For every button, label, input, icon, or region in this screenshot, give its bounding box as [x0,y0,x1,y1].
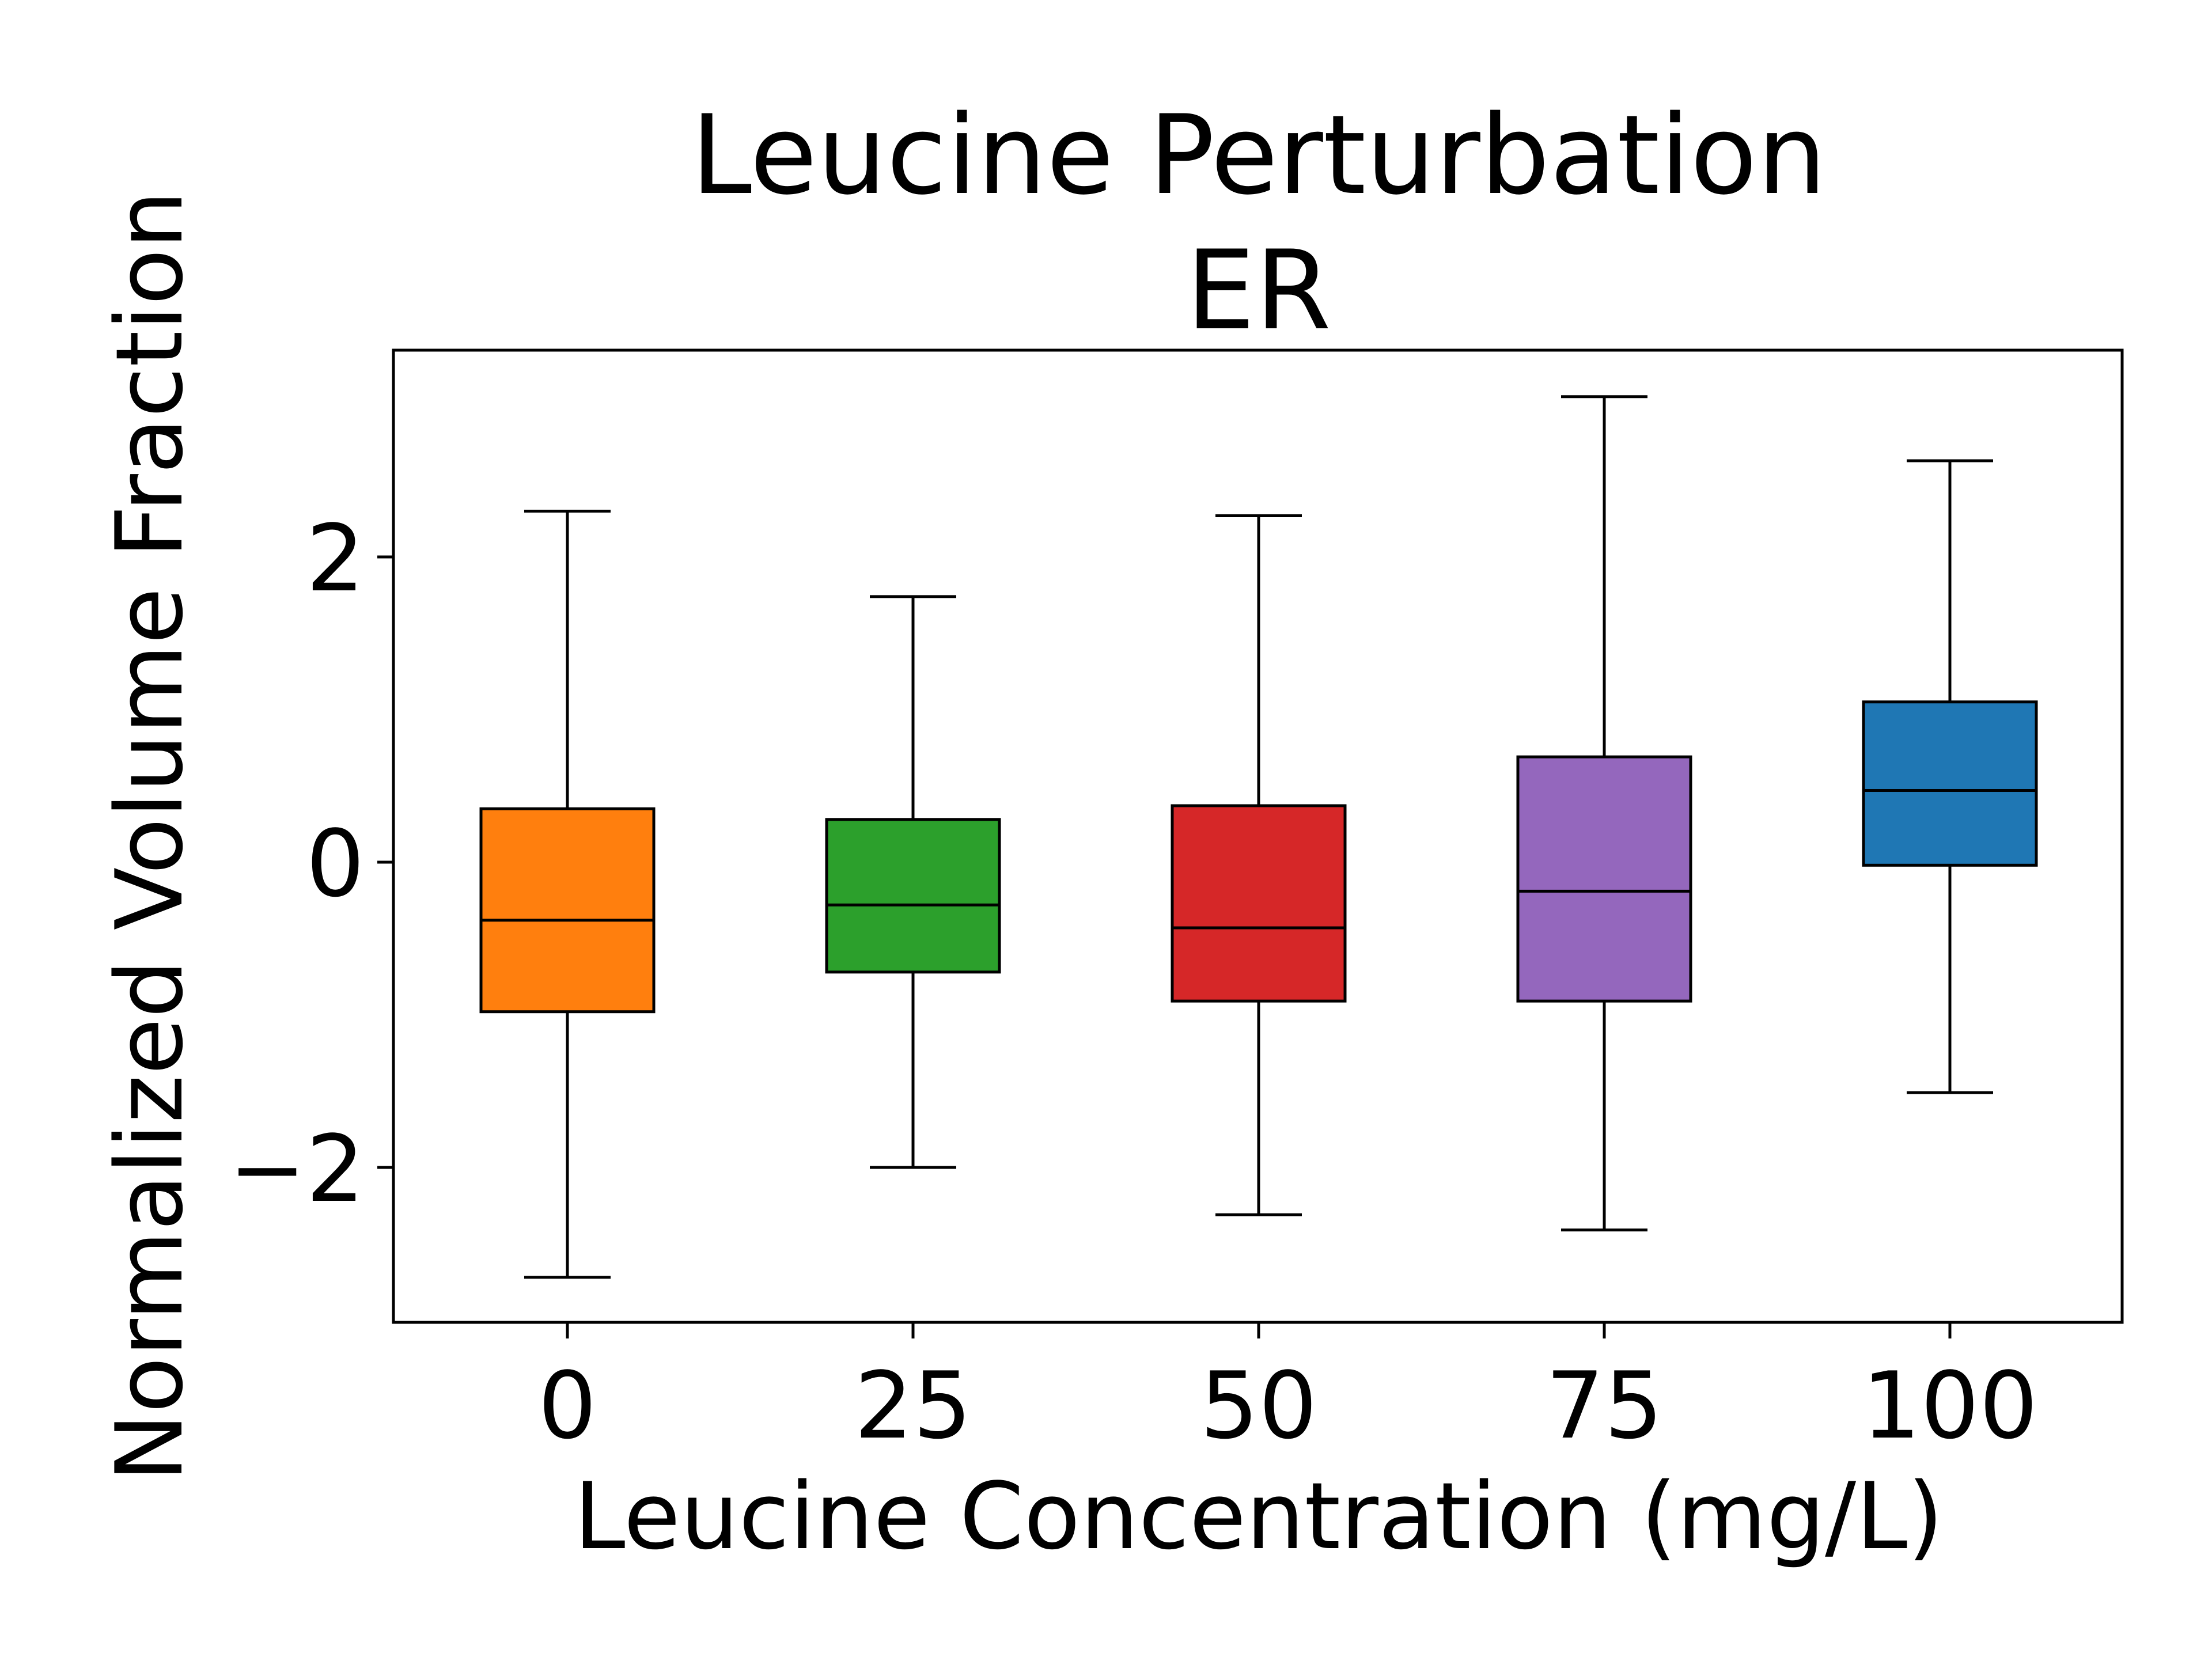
x-tick-label: 75 [1546,1352,1663,1459]
x-tick-label: 50 [1200,1352,1317,1459]
y-tick-label: 2 [306,505,365,612]
box-0 [479,807,656,1014]
box-100 [1862,700,2038,867]
chart-subtitle: ER [1186,227,1331,354]
x-tick-label: 0 [538,1352,597,1459]
y-axis-label: Normalized Volume Fraction [96,191,203,1482]
box-25 [825,818,1001,974]
y-tick-label: 0 [306,810,365,917]
x-tick-label: 25 [854,1352,972,1459]
box-50 [1171,804,1347,1003]
chart-title: Leucine Perturbation [691,92,1827,219]
x-tick-label: 100 [1862,1352,2037,1459]
plot-frame [392,348,2124,1324]
plot-area: −2 0 2 0 25 50 75 100 [229,395,2038,1459]
box-75 [1516,755,1692,1003]
x-axis-label: Leucine Concentration (mg/L) [574,1462,1943,1570]
y-tick-label: −2 [229,1115,365,1223]
